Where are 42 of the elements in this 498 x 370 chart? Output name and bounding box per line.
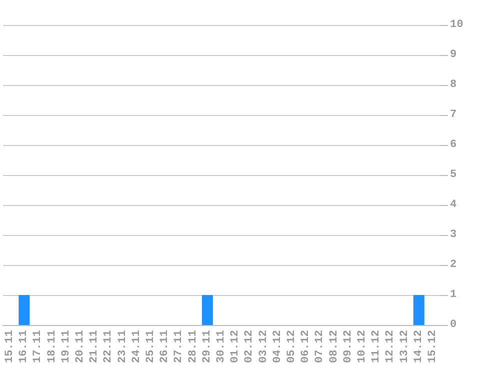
x-tick-label: 19.11 <box>60 330 72 364</box>
y-tick-label: 7 <box>450 109 457 121</box>
y-tick-label: 6 <box>450 139 457 151</box>
x-tick-label: 09.12 <box>342 330 354 364</box>
x-tick-label: 12.12 <box>384 330 397 364</box>
x-tick-label: 18.11 <box>46 330 58 364</box>
x-tick-label: 03.12 <box>258 330 270 364</box>
y-tick-label: 10 <box>450 19 464 31</box>
x-tick-label: 15.12 <box>426 330 439 364</box>
y-tick-label: 3 <box>450 229 457 241</box>
x-tick-label: 08.12 <box>328 330 340 364</box>
x-tick-label: 23.11 <box>116 330 129 364</box>
y-tick-label: 1 <box>450 289 457 301</box>
x-tick-label: 11.12 <box>370 330 383 364</box>
x-tick-label: 14.12 <box>412 330 425 364</box>
x-tick-label: 21.11 <box>88 330 101 364</box>
x-tick-label: 15.11 <box>4 330 16 364</box>
x-tick-label: 07.12 <box>314 330 326 364</box>
x-tick-label: 16.11 <box>18 330 30 364</box>
x-tick-label: 02.12 <box>244 330 256 364</box>
y-tick-label: 9 <box>450 49 457 61</box>
x-tick-label: 05.12 <box>286 330 298 364</box>
x-tick-label: 24.11 <box>130 330 143 364</box>
x-tick-label: 28.11 <box>187 330 200 364</box>
x-tick-label: 20.11 <box>74 330 87 364</box>
y-tick-label: 5 <box>450 169 457 181</box>
x-tick-label: 13.12 <box>398 330 411 364</box>
x-tick-label: 10.12 <box>356 330 368 364</box>
y-tick-label: 4 <box>450 199 457 211</box>
y-tick-label: 2 <box>450 259 457 271</box>
x-tick-label: 30.11 <box>216 330 228 364</box>
y-tick-label: 0 <box>450 319 457 331</box>
x-tick-label: 17.11 <box>32 330 44 364</box>
x-tick-label: 04.12 <box>272 330 284 364</box>
y-tick-label: 8 <box>450 79 457 91</box>
x-tick-label: 06.12 <box>300 330 312 364</box>
x-tick-label: 26.11 <box>159 330 172 364</box>
x-tick-label: 25.11 <box>145 330 158 364</box>
x-tick-label: 01.12 <box>230 330 242 364</box>
x-tick-label: 27.11 <box>173 330 186 364</box>
x-tick-label: 22.11 <box>102 330 115 364</box>
x-tick-label: 29.11 <box>201 330 214 364</box>
